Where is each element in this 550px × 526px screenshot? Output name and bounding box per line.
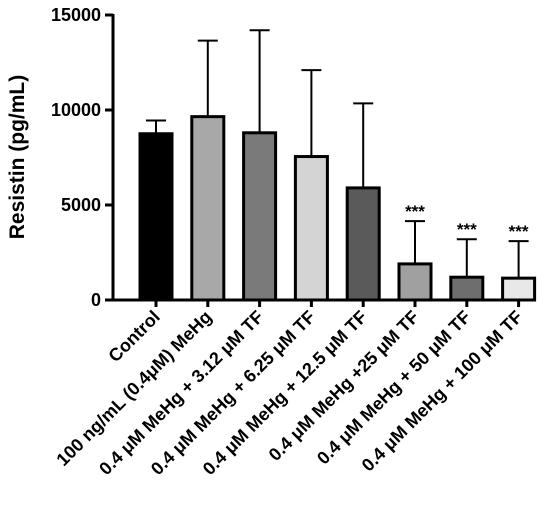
bar: [501, 276, 537, 302]
y-axis-label: Resistin (pg/mL): [6, 75, 29, 240]
y-tick-label: 15000: [51, 5, 101, 25]
y-tick-label: 5000: [61, 195, 101, 215]
y-tick-label: 0: [91, 290, 101, 310]
bar: [242, 131, 278, 302]
y-tick-label: 10000: [51, 100, 101, 120]
significance-label: ***: [405, 202, 425, 221]
bar: [345, 186, 381, 302]
bars: *** *** ***: [138, 29, 537, 302]
significance-label: ***: [509, 222, 529, 241]
significance-label: ***: [457, 220, 477, 239]
bar: [293, 155, 329, 302]
bar: [190, 115, 226, 302]
y-ticks: 0 5000 10000 15000: [51, 5, 113, 310]
bar: [397, 262, 433, 302]
bar: [449, 275, 485, 302]
bar: [138, 132, 174, 302]
